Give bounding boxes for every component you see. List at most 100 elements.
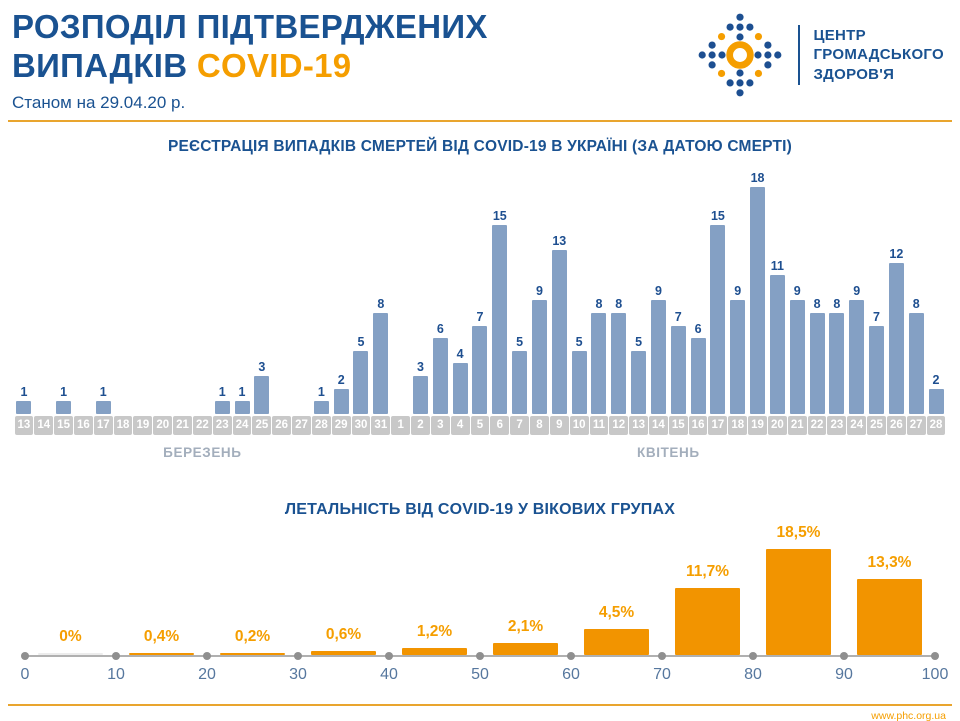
deaths-bar-cell: 8: [906, 166, 926, 414]
deaths-bar-cell: 11: [767, 166, 787, 414]
deaths-axis-date: 13: [629, 415, 648, 435]
lethality-value-label: 1,2%: [416, 623, 453, 641]
deaths-bar-value: 1: [238, 385, 246, 400]
deaths-axis-date: 21: [787, 415, 807, 435]
lethality-group: 18,5%: [753, 524, 844, 655]
footer-url: www.phc.org.ua: [871, 709, 946, 721]
deaths-bar: [95, 401, 111, 414]
deaths-chart-column: 5 13: [629, 166, 649, 435]
deaths-bar-cell: 3: [252, 166, 272, 414]
deaths-bar: [452, 363, 468, 414]
deaths-bar: [849, 300, 865, 414]
axis-tick-label: 60: [562, 665, 580, 683]
deaths-bar: [809, 313, 825, 414]
deaths-bar-value: 12: [889, 246, 904, 261]
deaths-axis-date: 23: [827, 415, 847, 435]
deaths-chart-column: 9 24: [847, 166, 867, 435]
header: РОЗПОДІЛ ПІДТВЕРДЖЕНИХ ВИПАДКІВ COVID-19…: [0, 0, 960, 113]
deaths-axis-date: 14: [649, 415, 668, 435]
deaths-chart-column: 22: [192, 166, 212, 435]
axis-tick-label: 80: [744, 665, 762, 683]
deaths-chart-title: РЕЄСТРАЦІЯ ВИПАДКІВ СМЕРТЕЙ ВІД COVID-19…: [167, 137, 793, 155]
deaths-axis-date: 21: [173, 415, 192, 435]
deaths-chart-column: 6 16: [688, 166, 708, 435]
deaths-axis-date: 12: [609, 415, 629, 435]
deaths-chart-columns: 1 13 14 1 15 16 1 17 18 19 20 21 22 1 23 1 24 3 25 26 27 1 28 2…: [14, 166, 946, 435]
deaths-bar: [730, 300, 746, 414]
phc-logo-text: ЦЕНТР ГРОМАДСЬКОГО ЗДОРОВ'Я: [813, 26, 944, 83]
deaths-bar-cell: 6: [430, 166, 450, 414]
lethality-value-label: 0%: [59, 628, 82, 646]
deaths-bar-value: 8: [912, 297, 920, 312]
deaths-bar-value: 5: [635, 334, 643, 349]
deaths-bar: [412, 376, 428, 414]
lethality-bar: [583, 629, 650, 655]
as-of-date: Станом на 29.04.20 р.: [12, 92, 186, 112]
deaths-bar: [333, 388, 349, 414]
deaths-bar-cell: 13: [549, 166, 569, 414]
deaths-bar-cell: 7: [470, 166, 490, 414]
lethality-bar: [492, 642, 559, 655]
deaths-bar-cell: 5: [569, 166, 589, 414]
deaths-axis-date: 15: [54, 415, 73, 435]
deaths-bar-cell: 1: [232, 166, 252, 414]
deaths-chart-column: 19: [133, 166, 153, 435]
axis-tick-label: 30: [289, 665, 307, 683]
deaths-bar: [214, 401, 230, 414]
deaths-chart-column: 8 27: [906, 166, 926, 435]
axis-tick-label: 10: [107, 665, 125, 683]
page-title: РОЗПОДІЛ ПІДТВЕРДЖЕНИХ ВИПАДКІВ COVID-19: [12, 8, 488, 86]
deaths-chart-column: 9 14: [649, 166, 669, 435]
deaths-bar-cell: [73, 166, 93, 414]
header-divider-line: [8, 119, 952, 122]
deaths-axis-date: 3: [430, 415, 450, 435]
axis-tick-label: 20: [198, 665, 216, 683]
deaths-bar: [512, 350, 528, 414]
deaths-bar: [254, 376, 270, 414]
deaths-bar: [750, 187, 766, 414]
deaths-bar: [670, 325, 686, 414]
deaths-bar-value: 11: [770, 259, 784, 274]
deaths-bar-value: 2: [337, 372, 345, 387]
month-label: БЕРЕЗЕНЬ: [163, 445, 242, 461]
axis-tick-dot: [840, 651, 848, 660]
deaths-chart-column: 1 17: [93, 166, 113, 435]
deaths-bar: [591, 313, 607, 414]
deaths-bar: [928, 388, 944, 414]
deaths-bar-cell: 1: [311, 166, 331, 414]
deaths-axis-date: 26: [272, 415, 292, 435]
lethality-chart-axis: [21, 651, 939, 660]
deaths-bar-value: 8: [595, 297, 603, 312]
lethality-value-label: 18,5%: [776, 524, 821, 542]
deaths-bar-value: 1: [99, 385, 107, 400]
deaths-axis-date: 14: [34, 415, 54, 435]
logo-divider: [798, 25, 801, 85]
deaths-bar-cell: [391, 166, 411, 414]
deaths-bar-value: 7: [674, 309, 682, 324]
deaths-bar: [313, 401, 329, 414]
deaths-bar-value: 5: [357, 334, 365, 349]
deaths-bar-cell: 9: [649, 166, 669, 414]
deaths-bar: [631, 350, 647, 414]
deaths-bar: [611, 313, 627, 414]
deaths-bar-cell: 6: [688, 166, 708, 414]
deaths-axis-date: 24: [847, 415, 867, 435]
deaths-axis-date: 11: [589, 415, 609, 435]
deaths-bar-value: 3: [417, 360, 424, 375]
deaths-bar-cell: 1: [93, 166, 113, 414]
deaths-axis-date: 28: [926, 415, 946, 435]
month-label: КВІТЕНЬ: [637, 445, 700, 461]
deaths-bar-value: 13: [552, 234, 567, 249]
deaths-bar-cell: 8: [609, 166, 629, 414]
lethality-group: 4,5%: [571, 604, 662, 655]
deaths-bar: [789, 300, 805, 414]
lethality-group: 0,6%: [298, 626, 389, 655]
deaths-chart-column: 11 20: [767, 166, 787, 435]
deaths-bar: [432, 338, 448, 414]
deaths-axis-date: 26: [886, 415, 906, 435]
deaths-bar-cell: [34, 166, 54, 414]
deaths-bar-value: 6: [436, 322, 444, 337]
axis-tick-label: 100: [921, 665, 949, 683]
